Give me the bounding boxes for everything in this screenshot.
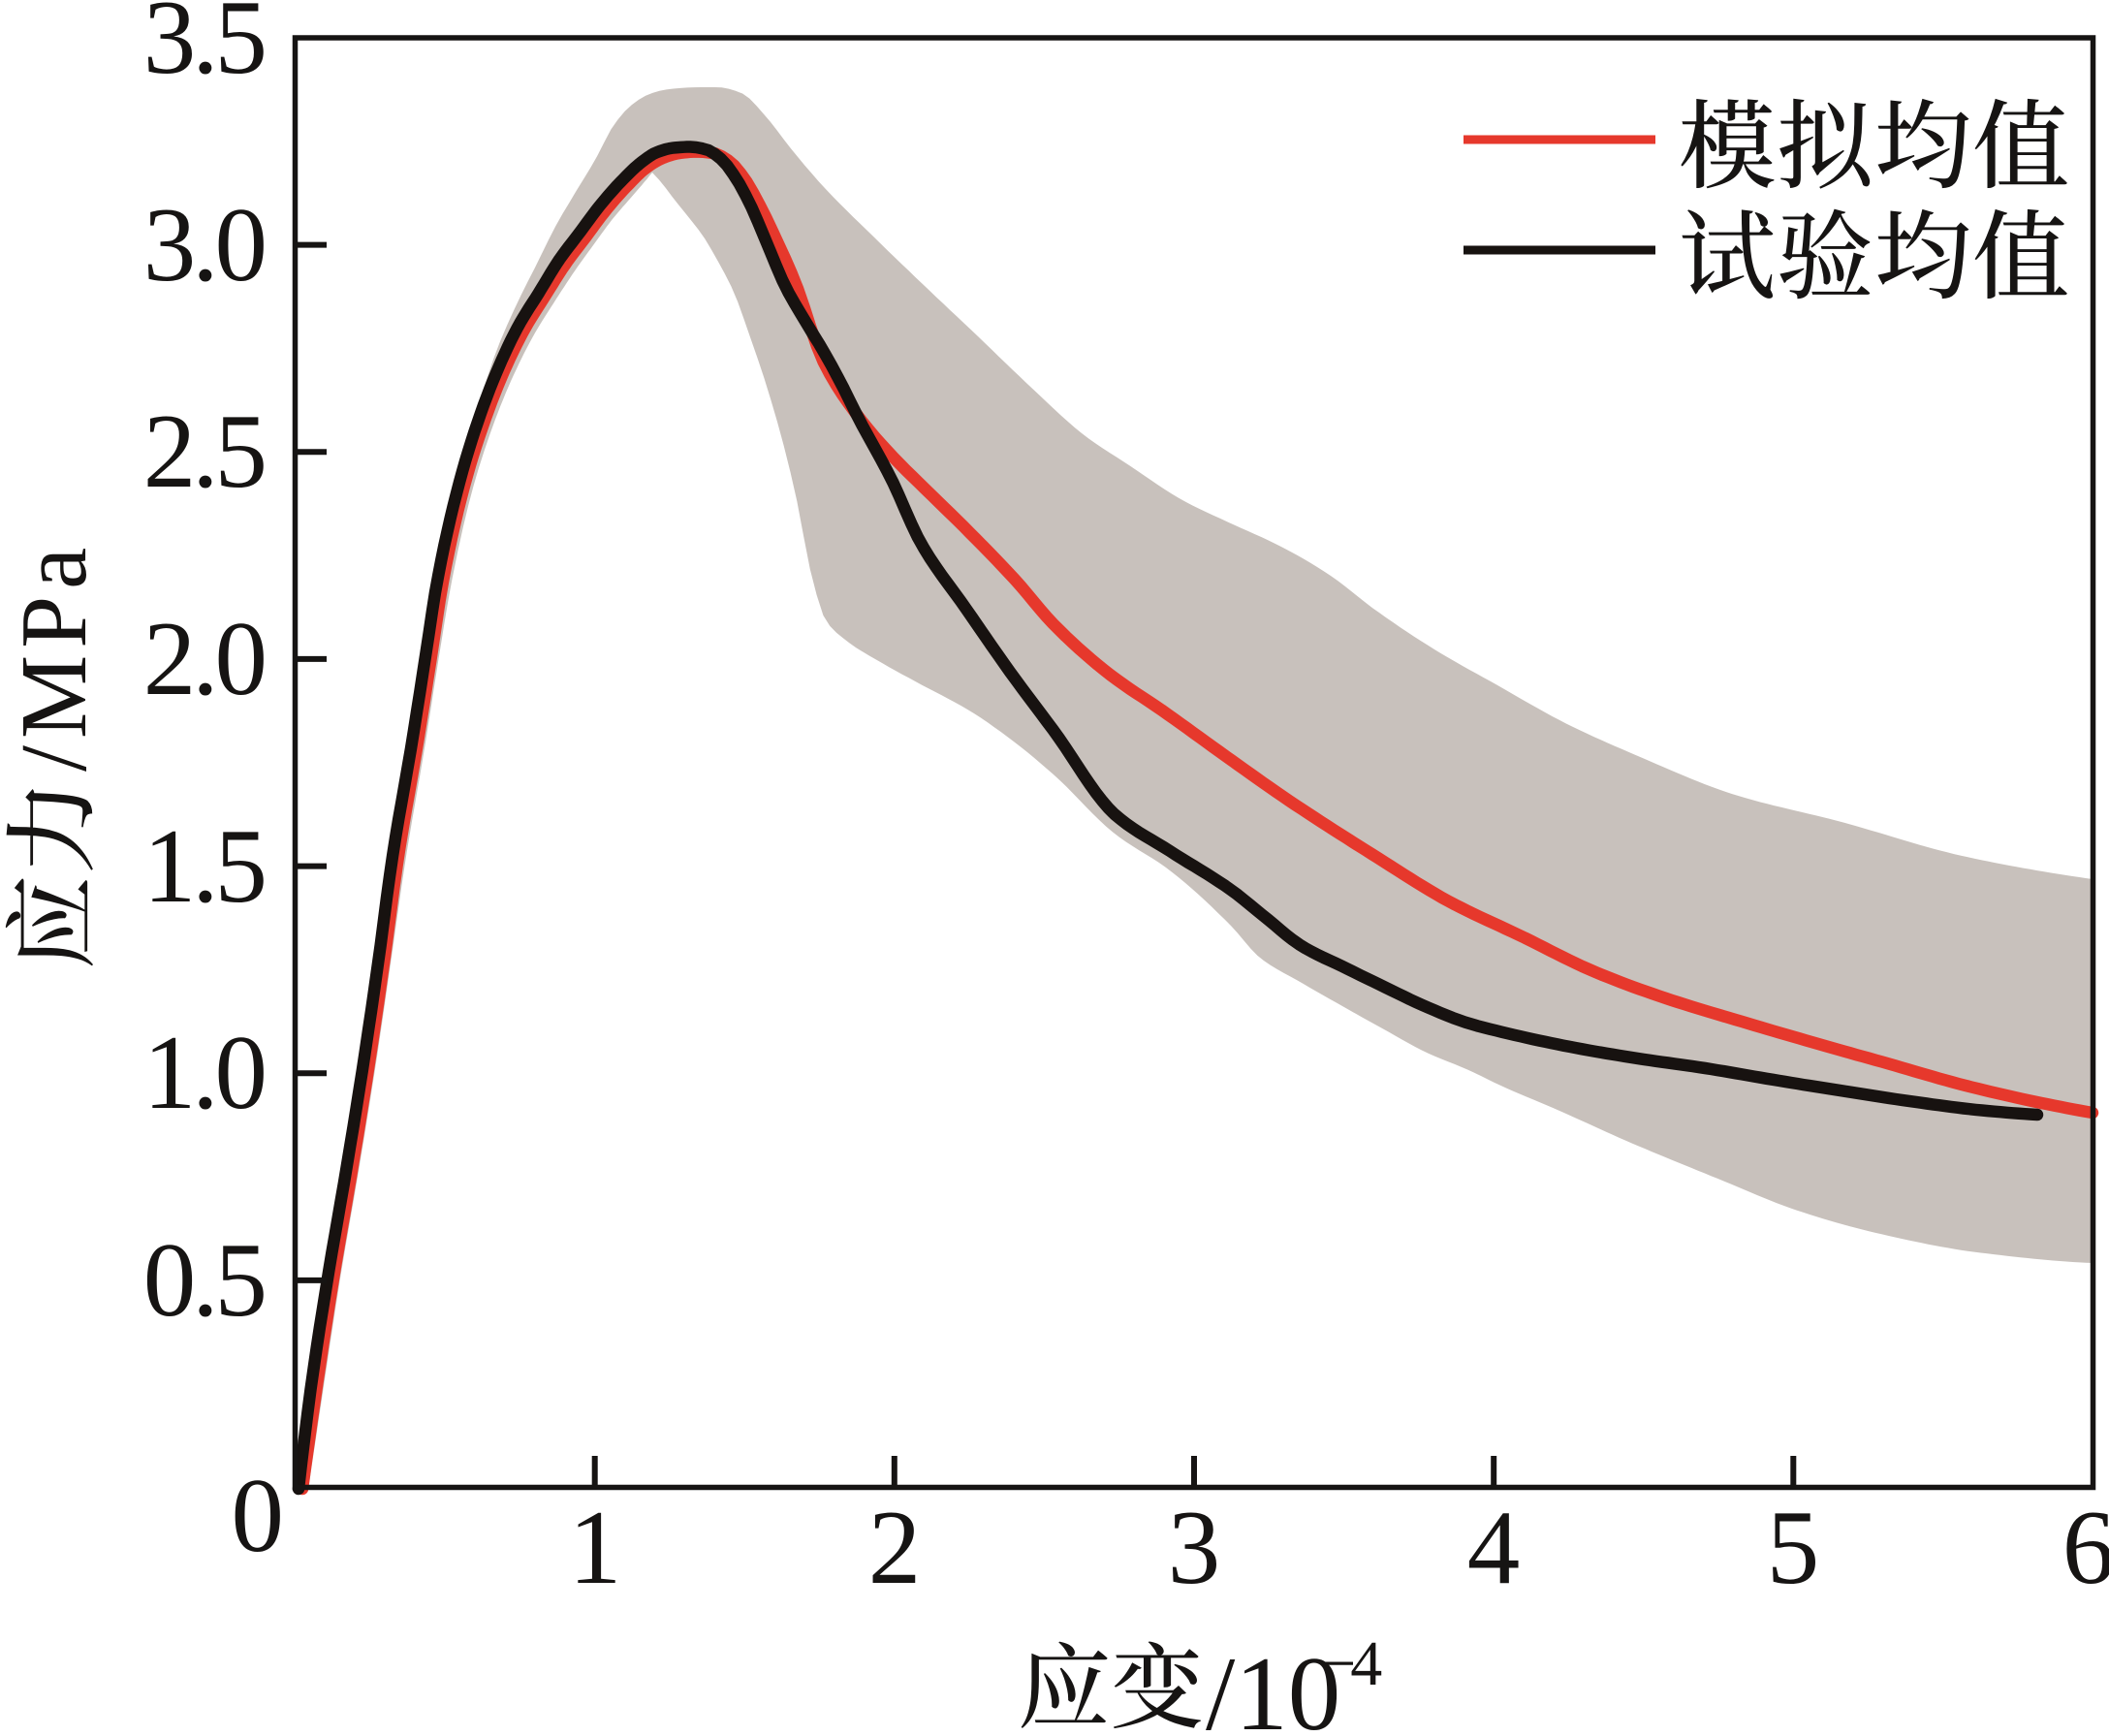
svg-text:/MPa: /MPa [2,541,106,772]
svg-text:4: 4 [1467,1489,1521,1606]
svg-text:1.0: 1.0 [143,1014,265,1131]
svg-text:1: 1 [569,1489,622,1606]
svg-text:6: 6 [2062,1489,2109,1606]
svg-text:3.5: 3.5 [143,0,265,96]
svg-text:2.5: 2.5 [143,393,265,510]
svg-text:3.0: 3.0 [143,186,265,303]
svg-text:5: 5 [1767,1489,1820,1606]
svg-text:1.5: 1.5 [143,807,265,925]
svg-text:/10: /10 [1206,1635,1340,1731]
svg-text:0.5: 0.5 [143,1221,265,1339]
svg-text:−4: −4 [1320,1628,1381,1699]
svg-text:2.0: 2.0 [143,600,265,717]
svg-text:3: 3 [1168,1489,1221,1606]
svg-text:0: 0 [232,1457,285,1574]
svg-text:2: 2 [868,1489,922,1606]
